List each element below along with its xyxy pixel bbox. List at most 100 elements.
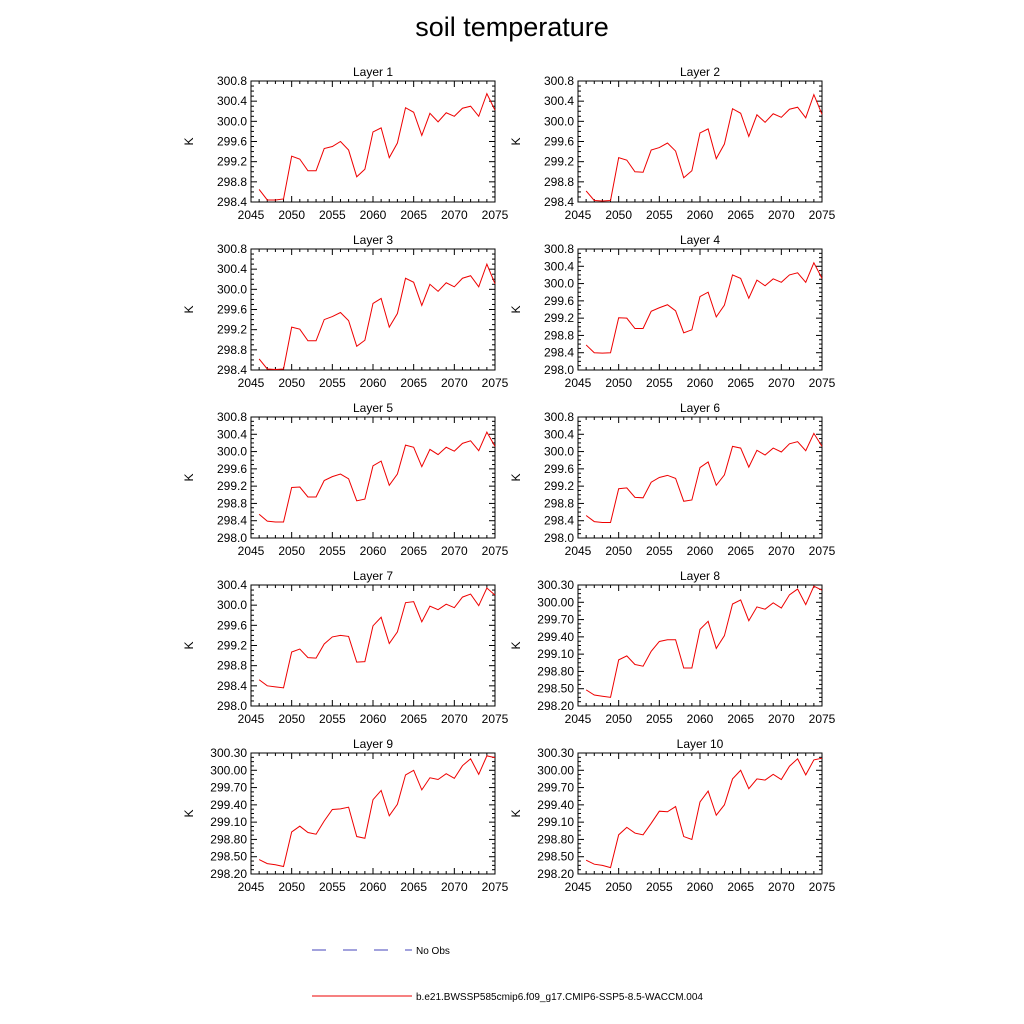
y-tick-label: 299.2	[544, 155, 574, 169]
y-tick-label: 299.70	[537, 613, 574, 627]
y-tick-label: 300.30	[210, 746, 247, 760]
y-tick-label: 299.10	[537, 815, 574, 829]
panel-title: Layer 7	[353, 569, 393, 583]
y-axis-label: K	[509, 473, 523, 481]
x-tick-label: 2070	[441, 544, 468, 558]
y-tick-label: 298.4	[217, 195, 247, 209]
y-tick-label: 300.4	[217, 262, 247, 276]
x-tick-label: 2070	[768, 712, 795, 726]
panel-title: Layer 6	[680, 401, 720, 415]
y-tick-label: 300.8	[217, 74, 247, 88]
x-tick-label: 2075	[482, 208, 509, 222]
y-tick-label: 298.4	[544, 514, 574, 528]
x-tick-label: 2055	[319, 544, 346, 558]
y-tick-label: 300.8	[544, 74, 574, 88]
x-tick-label: 2070	[441, 376, 468, 390]
y-tick-label: 299.6	[217, 618, 247, 632]
y-tick-label: 298.80	[210, 832, 247, 846]
y-tick-label: 300.00	[210, 763, 247, 777]
y-tick-label: 299.40	[210, 798, 247, 812]
x-tick-label: 2075	[482, 712, 509, 726]
x-tick-label: 2060	[360, 208, 387, 222]
y-axis-label: K	[509, 641, 523, 649]
y-tick-label: 298.8	[544, 328, 574, 342]
y-tick-label: 298.4	[544, 195, 574, 209]
y-tick-label: 300.0	[544, 114, 574, 128]
y-tick-label: 298.4	[217, 514, 247, 528]
panel-layer-4: Layer 4 2045 2050 2055 2060 2065 2070 2075 298.0…	[509, 233, 836, 390]
y-tick-label: 299.2	[217, 155, 247, 169]
x-tick-label: 2050	[605, 712, 632, 726]
y-tick-label: 298.0	[217, 531, 247, 545]
x-tick-label: 2045	[565, 376, 592, 390]
y-axis-label: K	[182, 305, 196, 313]
y-tick-label: 300.0	[544, 445, 574, 459]
y-tick-label: 299.6	[217, 462, 247, 476]
x-tick-label: 2065	[400, 376, 427, 390]
y-tick-label: 300.4	[544, 259, 574, 273]
y-tick-label: 300.4	[544, 427, 574, 441]
main-title: soil temperature	[415, 12, 609, 42]
panel-title: Layer 4	[680, 233, 720, 247]
x-tick-label: 2060	[360, 712, 387, 726]
plot-frame	[577, 752, 823, 875]
x-tick-label: 2050	[605, 880, 632, 894]
y-tick-label: 298.8	[217, 343, 247, 357]
panel-title: Layer 10	[677, 737, 724, 751]
x-tick-label: 2065	[727, 712, 754, 726]
x-tick-label: 2065	[727, 208, 754, 222]
x-tick-label: 2070	[441, 712, 468, 726]
y-tick-label: 300.8	[217, 242, 247, 256]
x-tick-label: 2075	[482, 880, 509, 894]
y-tick-label: 298.0	[544, 363, 574, 377]
plot-frame	[577, 416, 823, 539]
y-tick-label: 298.8	[217, 175, 247, 189]
y-tick-label: 298.80	[537, 664, 574, 678]
x-tick-label: 2055	[646, 544, 673, 558]
y-axis-label: K	[509, 137, 523, 145]
x-tick-label: 2065	[400, 880, 427, 894]
x-tick-label: 2055	[319, 376, 346, 390]
y-tick-label: 300.0	[217, 282, 247, 296]
panel-layer-3: Layer 3 2045 2050 2055 2060 2065 2070 2075 298.4…	[182, 233, 509, 390]
x-tick-label: 2050	[278, 544, 305, 558]
y-tick-label: 299.70	[210, 781, 247, 795]
x-tick-label: 2050	[605, 208, 632, 222]
panel-layer-8: Layer 8 2045 2050 2055 2060 2065 2070 2075 298.2…	[509, 569, 836, 726]
y-tick-label: 298.4	[544, 346, 574, 360]
series-line	[585, 585, 823, 698]
x-tick-label: 2045	[238, 376, 265, 390]
x-tick-label: 2060	[687, 376, 714, 390]
y-tick-label: 298.8	[544, 496, 574, 510]
x-tick-label: 2075	[809, 208, 836, 222]
panel-layer-1: Layer 1 2045 2050 2055 2060 2065 2070 2075 298.4…	[182, 65, 509, 222]
y-axis-label: K	[182, 809, 196, 817]
y-tick-label: 299.10	[210, 815, 247, 829]
x-tick-label: 2045	[238, 544, 265, 558]
x-tick-label: 2070	[768, 880, 795, 894]
x-tick-label: 2055	[319, 208, 346, 222]
x-tick-label: 2070	[768, 544, 795, 558]
y-tick-label: 300.4	[544, 94, 574, 108]
y-tick-label: 298.0	[544, 531, 574, 545]
x-tick-label: 2060	[687, 712, 714, 726]
x-tick-label: 2070	[441, 208, 468, 222]
y-tick-label: 299.2	[217, 479, 247, 493]
x-tick-label: 2065	[400, 712, 427, 726]
x-tick-label: 2070	[441, 880, 468, 894]
x-tick-label: 2075	[809, 880, 836, 894]
y-tick-label: 300.0	[217, 445, 247, 459]
y-tick-label: 298.4	[217, 363, 247, 377]
y-tick-label: 300.30	[537, 578, 574, 592]
series-line	[585, 432, 823, 523]
x-tick-label: 2075	[482, 544, 509, 558]
y-tick-label: 298.8	[217, 659, 247, 673]
y-tick-label: 298.4	[217, 679, 247, 693]
y-tick-label: 298.50	[210, 850, 247, 864]
y-axis-label: K	[182, 137, 196, 145]
panel-title: Layer 1	[353, 65, 393, 79]
panel-layer-9: Layer 9 2045 2050 2055 2060 2065 2070 2075 298.2…	[182, 737, 509, 894]
x-tick-label: 2065	[400, 208, 427, 222]
y-axis-label: K	[509, 809, 523, 817]
x-tick-label: 2075	[809, 376, 836, 390]
